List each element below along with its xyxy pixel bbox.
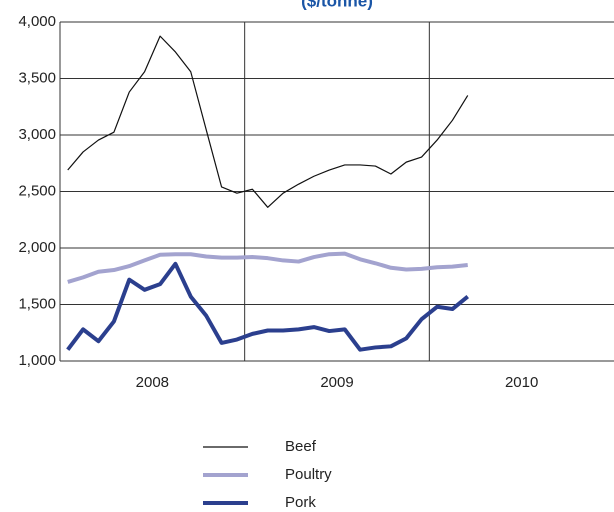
line-series [67, 35, 469, 208]
legend-label: Pork [285, 494, 316, 511]
y-tick-label: 4,000 [18, 13, 56, 30]
line-series [66, 261, 470, 352]
y-tick-label: 2,000 [18, 239, 56, 256]
x-tick-label: 2010 [505, 374, 538, 391]
y-tick-label: 3,500 [18, 69, 56, 86]
legend-label: Poultry [285, 466, 332, 483]
y-tick-label: 1,000 [18, 352, 56, 369]
y-tick-label: 3,000 [18, 126, 56, 143]
x-tick-label: 2009 [320, 374, 353, 391]
chart-title: ($/tonne) [301, 0, 373, 10]
line-series [67, 251, 468, 284]
legend-label: Beef [285, 438, 317, 455]
y-tick-label: 1,500 [18, 295, 56, 312]
y-tick-label: 2,500 [18, 182, 56, 199]
x-tick-label: 2008 [136, 374, 169, 391]
